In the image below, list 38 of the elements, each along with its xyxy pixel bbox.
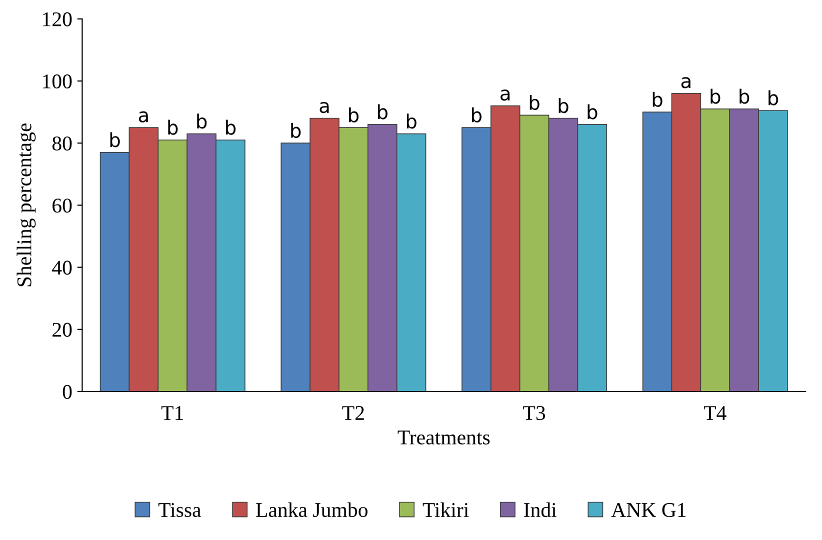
legend-label: ANK G1	[611, 503, 686, 518]
data-label: a	[138, 111, 148, 122]
y-tick-label: 20	[52, 322, 72, 337]
x-tick-label: T2	[342, 406, 364, 420]
data-label: a	[320, 102, 329, 114]
y-tick-label: 0	[62, 384, 72, 399]
legend-label: Indi	[524, 502, 556, 518]
x-tick-label: T4	[704, 406, 726, 420]
data-label: b	[406, 114, 416, 129]
data-label: b	[740, 88, 750, 104]
legend-label: Lanka Jumbo	[256, 502, 368, 518]
y-tick-label: 120	[43, 12, 72, 26]
data-label: b	[768, 90, 778, 106]
y-tick-label: 40	[52, 260, 72, 275]
x-tick-label: T1	[161, 406, 183, 420]
data-label: b	[110, 132, 120, 148]
data-label: a	[681, 77, 690, 88]
data-label: b	[710, 88, 720, 104]
y-tick-label: 100	[43, 74, 72, 88]
data-label: b	[652, 92, 662, 107]
data-label: b	[349, 107, 359, 122]
data-label: b	[472, 107, 482, 122]
legend-label: Tikiri	[422, 502, 469, 517]
data-label: b	[530, 94, 540, 110]
data-label: b	[588, 104, 598, 120]
x-tick-label: T3	[523, 406, 546, 420]
data-label: b	[291, 122, 301, 138]
x-axis-title: Treatments	[398, 430, 490, 444]
legend-label: Tissa	[158, 503, 202, 518]
y-tick-label: 60	[52, 198, 72, 213]
data-label: b	[168, 120, 178, 135]
y-axis-title: Shelling percentage	[16, 123, 36, 286]
data-label: b	[197, 114, 207, 129]
data-label: b	[558, 98, 568, 114]
data-label: a	[500, 90, 510, 101]
data-label: b	[378, 104, 388, 120]
data-label: b	[226, 120, 236, 135]
y-tick-label: 80	[52, 136, 72, 151]
